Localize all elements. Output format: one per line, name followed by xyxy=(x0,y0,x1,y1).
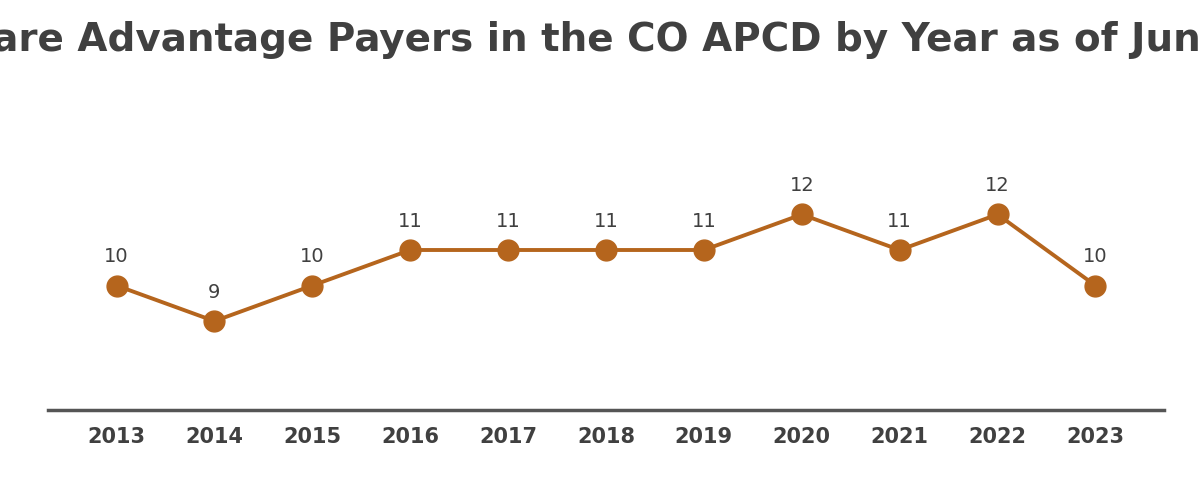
Text: 10: 10 xyxy=(1084,247,1108,266)
Text: 10: 10 xyxy=(104,247,128,266)
Text: 12: 12 xyxy=(985,176,1010,195)
Text: 10: 10 xyxy=(300,247,325,266)
Text: 9: 9 xyxy=(209,282,221,302)
Text: 11: 11 xyxy=(398,212,422,231)
Text: 11: 11 xyxy=(887,212,912,231)
Text: 11: 11 xyxy=(691,212,716,231)
Text: 11: 11 xyxy=(496,212,521,231)
Text: 12: 12 xyxy=(790,176,814,195)
Title: Medicare Advantage Payers in the CO APCD by Year as of June 2024: Medicare Advantage Payers in the CO APCD… xyxy=(0,21,1200,59)
Text: 11: 11 xyxy=(594,212,618,231)
